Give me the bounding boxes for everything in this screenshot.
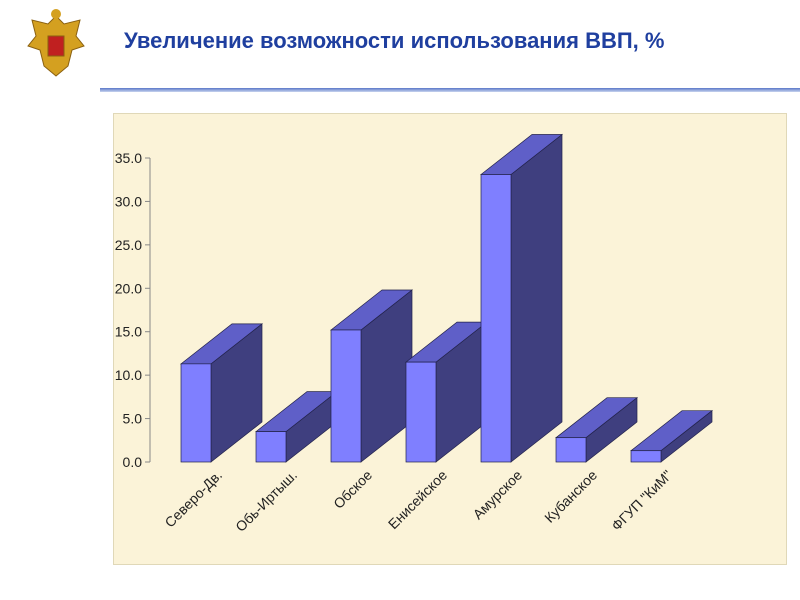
x-tick-label: Обь-Иртыш. — [232, 467, 300, 535]
bar — [630, 450, 662, 463]
bar — [555, 437, 587, 463]
bar — [255, 431, 287, 463]
title-divider — [100, 88, 800, 92]
y-tick-label: 25.0 — [115, 237, 142, 253]
bar — [405, 361, 437, 463]
x-tick-label: Кубанское — [541, 467, 600, 526]
y-tick-label: 10.0 — [115, 367, 142, 383]
y-tick-label: 15.0 — [115, 324, 142, 340]
russian-coat-of-arms-logo — [27, 9, 85, 77]
page-title: Увеличение возможности использования ВВП… — [124, 28, 665, 53]
bar — [180, 363, 212, 463]
y-tick-label: 0.0 — [123, 454, 143, 470]
x-tick-label: ФГУП "КиМ" — [608, 467, 675, 534]
x-tick-label: Амурское — [470, 467, 526, 523]
y-tick-label: 20.0 — [115, 280, 142, 296]
bar — [330, 329, 362, 463]
x-tick-label: Енисейское — [385, 467, 450, 532]
x-tick-label: Северо-Дв. — [161, 467, 225, 531]
y-tick-label: 5.0 — [123, 411, 143, 427]
bar-side — [510, 133, 563, 463]
x-tick-label: Обское — [330, 467, 375, 512]
y-tick-label: 30.0 — [115, 193, 142, 209]
y-tick-label: 35.0 — [115, 150, 142, 166]
bar — [480, 174, 512, 463]
